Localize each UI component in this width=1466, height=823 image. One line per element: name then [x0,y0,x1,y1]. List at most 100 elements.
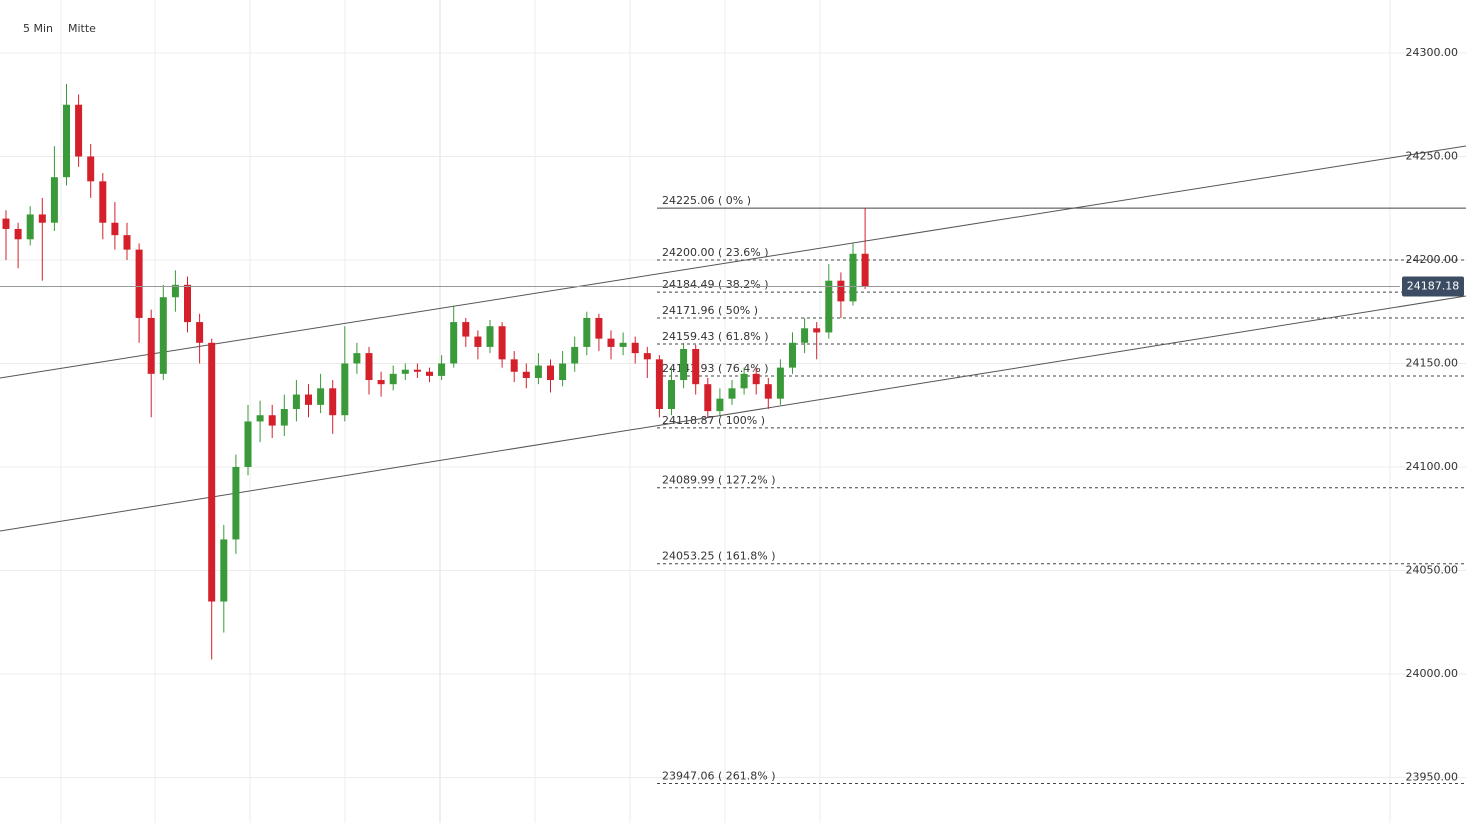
candle-body [522,371,530,378]
grid-layer [0,52,1466,778]
candle-body [244,421,252,467]
fib-label: 24200.00 ( 23.6% ) [662,246,769,259]
candle-body [692,348,700,385]
candle-body [2,218,10,229]
candle-body [26,214,34,240]
candle-body [583,317,591,347]
last-price-label: 24187.18 [1407,280,1460,293]
candle-body [534,365,542,378]
candle-body [668,380,675,410]
candle-body [728,388,736,399]
candle-body [268,415,276,426]
candle-body [38,214,46,223]
candle-body [232,466,240,540]
candle-body [341,363,349,416]
candle-body [171,284,179,298]
candle-body [305,394,312,405]
last-price-box [1402,276,1464,297]
candle-body [87,156,95,182]
price-axis: 23950.00 24000.00 24050.00 24100.00 24150.00… [0,46,1464,783]
y-tick-label: 24000.00 [1406,667,1459,680]
y-tick-label: 23950.00 [1406,770,1459,783]
fib-label: 24143.93 ( 76.4% ) [662,362,769,375]
y-tick-label: 24150.00 [1406,356,1459,369]
trend-line [0,295,1466,532]
fib-label: 24089.99 ( 127.2% ) [662,474,776,487]
candle-body [486,326,494,347]
candle-body [571,346,579,364]
candle-body [813,328,821,333]
y-tick-label: 24050.00 [1406,563,1459,576]
candle-body [220,539,228,602]
candle-body [655,359,663,410]
candle-body [631,342,639,354]
candle-body [63,104,70,178]
fib-label: 24184.49 ( 38.2% ) [662,278,769,291]
candle-body [401,369,409,374]
candle-body [123,235,131,250]
candle-body [789,342,796,368]
candle-body [837,280,845,302]
candle-body [292,394,300,410]
candle-body [595,317,603,339]
fib-label: 23947.06 ( 261.8% ) [662,770,776,783]
candle-body [147,317,155,374]
candle-body [184,284,191,323]
candle-body [776,367,784,399]
candle-body [14,228,22,240]
fib-label: 24159.43 ( 61.8% ) [662,330,769,343]
candle-body [317,388,325,405]
candle-body [135,249,143,318]
time-grid [60,0,1391,823]
candle-body [619,342,627,347]
candle-body [740,373,748,389]
candle-body [607,338,615,347]
candle-body [462,322,470,337]
candle-body [643,353,651,360]
candle-body [389,373,397,385]
candle-body [159,297,167,374]
candle-body [438,363,446,376]
timeframe[interactable]: 5 Min [23,22,53,35]
candle-body [111,222,119,236]
candle-body [716,398,724,412]
candle-body [413,369,421,372]
candle-body [377,380,385,385]
candle-body [256,415,264,422]
y-tick-label: 24100.00 [1406,460,1459,473]
candle-body [365,353,373,381]
price-mode[interactable]: Mitte [68,22,96,35]
candle-body [861,253,869,287]
candle-body [474,336,482,347]
candle-body [825,280,833,333]
candle-body [99,181,107,223]
candle-body [510,359,518,372]
candle-body [329,388,337,416]
candles [2,84,869,660]
candle-body [280,409,288,426]
candle-body [196,322,204,343]
fib-label: 24118.87 ( 100% ) [662,414,765,427]
fib-label: 24225.06 ( 0% ) [662,194,751,207]
y-tick-label: 24200.00 [1406,253,1459,266]
candle-body [450,322,458,364]
fib-label: 24171.96 ( 50% ) [662,304,758,317]
candle-body [680,348,688,381]
candle-body [801,328,809,343]
candle-body [849,253,857,302]
candle-body [559,363,567,381]
y-tick-label: 24300.00 [1406,46,1459,59]
candle-body [547,365,554,381]
candle-body [426,371,433,376]
candle-body [353,353,361,364]
candle-body [50,177,58,223]
y-tick-label: 24250.00 [1406,149,1459,162]
candle-body [764,384,772,399]
candle-body [498,326,506,360]
candle-body [752,373,760,385]
trend-line [0,145,1466,379]
candle-body [704,384,712,412]
candle-body [208,342,216,602]
